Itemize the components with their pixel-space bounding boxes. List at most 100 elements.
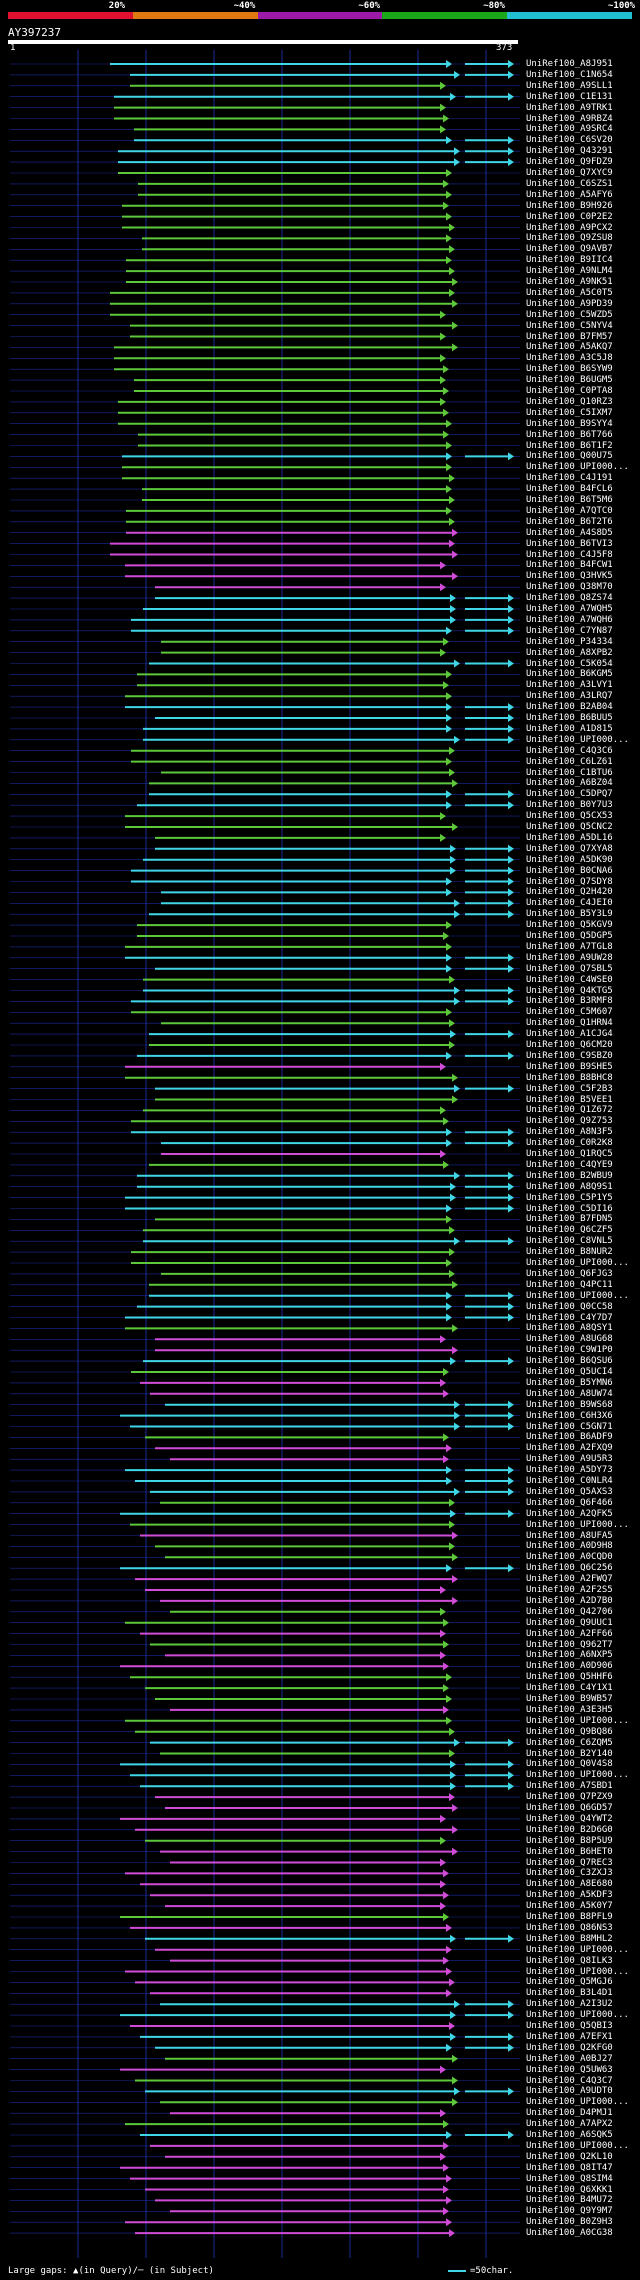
- hit-id-link[interactable]: UniRef100_A8UG68: [526, 1334, 613, 1345]
- hit-id-link[interactable]: UniRef100_B6T5M6: [526, 495, 613, 505]
- hit-id-link[interactable]: UniRef100_C5NYV4: [526, 320, 613, 331]
- hit-id-link[interactable]: UniRef100_B9SHE5: [526, 1061, 613, 1072]
- hit-id-link[interactable]: UniRef100_Q7XYC9: [526, 168, 613, 178]
- hit-id-link[interactable]: UniRef100_B0Z9H3: [526, 2217, 613, 2228]
- hit-id-link[interactable]: UniRef100_B8BHC8: [526, 1072, 613, 1083]
- hit-id-link[interactable]: UniRef100_Q8ZS74: [526, 593, 613, 604]
- hit-id-link[interactable]: UniRef100_C0R2K8: [526, 1138, 613, 1149]
- hit-id-link[interactable]: UniRef100_C4Q3C6: [526, 745, 613, 756]
- hit-id-link[interactable]: UniRef100_Q4KTG5: [526, 985, 613, 996]
- hit-id-link[interactable]: UniRef100_B2AB04: [526, 702, 613, 713]
- hit-id-link[interactable]: UniRef100_C0P2E2: [526, 211, 613, 222]
- hit-id-link[interactable]: UniRef100_A8UFA5: [526, 1530, 613, 1541]
- hit-id-link[interactable]: UniRef100_Q5QBI3: [526, 2021, 613, 2031]
- hit-id-link[interactable]: UniRef100_A2FF66: [526, 1628, 613, 1639]
- hit-id-link[interactable]: UniRef100_Q7PZX9: [526, 1792, 613, 1803]
- hit-id-link[interactable]: UniRef100_A9SRC4: [526, 124, 613, 135]
- hit-id-link[interactable]: UniRef100_Q9Y9M7: [526, 2206, 613, 2217]
- hit-id-link[interactable]: UniRef100_A9PD39: [526, 298, 613, 309]
- hit-id-link[interactable]: UniRef100_A9UW28: [526, 952, 613, 963]
- hit-id-link[interactable]: UniRef100_Q8SIM4: [526, 2173, 613, 2184]
- hit-id-link[interactable]: UniRef100_A2F2S5: [526, 1585, 613, 1595]
- hit-id-link[interactable]: UniRef100_B6ADF9: [526, 1432, 613, 1443]
- hit-id-link[interactable]: UniRef100_UPI000...: [526, 1770, 629, 1781]
- hit-id-link[interactable]: UniRef100_B6HET0: [526, 1846, 613, 1857]
- hit-id-link[interactable]: UniRef100_A2FWQ7: [526, 1574, 613, 1585]
- hit-id-link[interactable]: UniRef100_C4Q3C7: [526, 2075, 613, 2086]
- hit-id-link[interactable]: UniRef100_A9NLM4: [526, 266, 613, 277]
- hit-id-link[interactable]: UniRef100_A8UW74: [526, 1388, 613, 1399]
- hit-id-link[interactable]: UniRef100_A3C5J8: [526, 353, 613, 364]
- hit-id-link[interactable]: UniRef100_A9PCX2: [526, 222, 613, 233]
- hit-id-link[interactable]: UniRef100_Q2H420: [526, 887, 613, 898]
- hit-id-link[interactable]: UniRef100_Q86NS3: [526, 1922, 613, 1933]
- hit-id-link[interactable]: UniRef100_C9W1P0: [526, 1345, 613, 1356]
- hit-id-link[interactable]: UniRef100_Q9UUC1: [526, 1617, 613, 1628]
- hit-id-link[interactable]: UniRef100_Q43291: [526, 146, 613, 157]
- hit-id-link[interactable]: UniRef100_B6UGM5: [526, 375, 613, 386]
- hit-id-link[interactable]: UniRef100_UPI000...: [526, 1944, 629, 1955]
- hit-id-link[interactable]: UniRef100_A9NK51: [526, 277, 613, 287]
- hit-id-link[interactable]: UniRef100_Q5CNC2: [526, 822, 613, 832]
- hit-id-link[interactable]: UniRef100_B4FCW1: [526, 560, 613, 571]
- hit-id-link[interactable]: UniRef100_C6SZS1: [526, 178, 613, 189]
- hit-id-link[interactable]: UniRef100_Q5KGV9: [526, 920, 613, 931]
- hit-id-link[interactable]: UniRef100_A7WQH6: [526, 614, 613, 625]
- hit-id-link[interactable]: UniRef100_B6TVI3: [526, 538, 613, 549]
- hit-id-link[interactable]: UniRef100_B7FDN5: [526, 1214, 613, 1225]
- hit-id-link[interactable]: UniRef100_B7FM57: [526, 331, 613, 342]
- hit-id-link[interactable]: UniRef100_C1E131: [526, 91, 613, 102]
- hit-id-link[interactable]: UniRef100_Q3HVK5: [526, 571, 613, 582]
- hit-id-link[interactable]: UniRef100_C9SBZ0: [526, 1050, 613, 1061]
- hit-id-link[interactable]: UniRef100_B5YMN6: [526, 1377, 613, 1388]
- hit-id-link[interactable]: UniRef100_Q0CC58: [526, 1301, 613, 1312]
- hit-id-link[interactable]: UniRef100_UPI000...: [526, 2010, 629, 2021]
- hit-id-link[interactable]: UniRef100_B8PFL9: [526, 1912, 613, 1922]
- hit-id-link[interactable]: UniRef100_A7APX2: [526, 2119, 613, 2130]
- hit-id-link[interactable]: UniRef100_B2Y140: [526, 1748, 613, 1759]
- hit-id-link[interactable]: UniRef100_C5DI16: [526, 1203, 613, 1214]
- hit-id-link[interactable]: UniRef100_B9SYY4: [526, 418, 613, 429]
- hit-id-link[interactable]: UniRef100_Q5UCI4: [526, 1367, 613, 1377]
- hit-id-link[interactable]: UniRef100_UPI000...: [526, 734, 629, 745]
- hit-id-link[interactable]: UniRef100_B6T766: [526, 429, 613, 440]
- hit-id-link[interactable]: UniRef100_A1CJG4: [526, 1029, 613, 1040]
- hit-id-link[interactable]: UniRef100_B2WBU9: [526, 1170, 613, 1181]
- hit-id-link[interactable]: UniRef100_A3E3H5: [526, 1704, 613, 1715]
- hit-id-link[interactable]: UniRef100_A6NXP5: [526, 1650, 613, 1661]
- hit-id-link[interactable]: UniRef100_A5C0T5: [526, 287, 613, 298]
- hit-id-link[interactable]: UniRef100_C4J5F8: [526, 549, 613, 560]
- hit-id-link[interactable]: UniRef100_Q6F466: [526, 1497, 613, 1508]
- hit-id-link[interactable]: UniRef100_Q6XKK1: [526, 2184, 613, 2195]
- hit-id-link[interactable]: UniRef100_A2D7B0: [526, 1595, 613, 1606]
- hit-id-link[interactable]: UniRef100_Q2KL10: [526, 2151, 613, 2162]
- hit-id-link[interactable]: UniRef100_B8P5U9: [526, 1835, 613, 1846]
- hit-id-link[interactable]: UniRef100_A5KDF3: [526, 1890, 613, 1901]
- hit-id-link[interactable]: UniRef100_C1BTU6: [526, 767, 613, 778]
- hit-id-link[interactable]: UniRef100_Q10RZ3: [526, 396, 613, 407]
- hit-id-link[interactable]: UniRef100_A5K0Y7: [526, 1901, 613, 1912]
- hit-id-link[interactable]: UniRef100_B6SYW9: [526, 364, 613, 375]
- hit-id-link[interactable]: UniRef100_A6BZ04: [526, 778, 613, 789]
- hit-id-link[interactable]: UniRef100_A9UDT0: [526, 2086, 613, 2097]
- hit-id-link[interactable]: UniRef100_C4JEI0: [526, 898, 613, 909]
- hit-id-link[interactable]: UniRef100_Q1HRN4: [526, 1018, 613, 1029]
- hit-id-link[interactable]: UniRef100_C5F2B3: [526, 1083, 613, 1094]
- hit-id-link[interactable]: UniRef100_Q7REC3: [526, 1857, 613, 1868]
- hit-id-link[interactable]: UniRef100_A7TGL8: [526, 941, 613, 952]
- hit-id-link[interactable]: UniRef100_A7EFX1: [526, 2031, 613, 2042]
- hit-id-link[interactable]: UniRef100_A3LVY1: [526, 680, 613, 691]
- hit-id-link[interactable]: UniRef100_A9RBZ4: [526, 113, 613, 124]
- hit-id-link[interactable]: UniRef100_A8J951: [526, 59, 613, 69]
- hit-id-link[interactable]: UniRef100_Q8ILK3: [526, 1955, 613, 1966]
- hit-id-link[interactable]: UniRef100_Q5DGP5: [526, 931, 613, 941]
- hit-id-link[interactable]: UniRef100_B6BUU5: [526, 713, 613, 723]
- hit-id-link[interactable]: UniRef100_B0Y7U3: [526, 800, 613, 811]
- hit-id-link[interactable]: UniRef100_UPI000...: [526, 2140, 629, 2151]
- hit-id-link[interactable]: UniRef100_B6QSU6: [526, 1356, 613, 1367]
- hit-id-link[interactable]: UniRef100_A4S8D5: [526, 527, 613, 538]
- hit-id-link[interactable]: UniRef100_A5AKQ7: [526, 342, 613, 353]
- hit-id-link[interactable]: UniRef100_A0D9H8: [526, 1541, 613, 1552]
- hit-id-link[interactable]: UniRef100_C5P1Y5: [526, 1192, 613, 1203]
- hit-id-link[interactable]: UniRef100_B4FCL6: [526, 484, 613, 495]
